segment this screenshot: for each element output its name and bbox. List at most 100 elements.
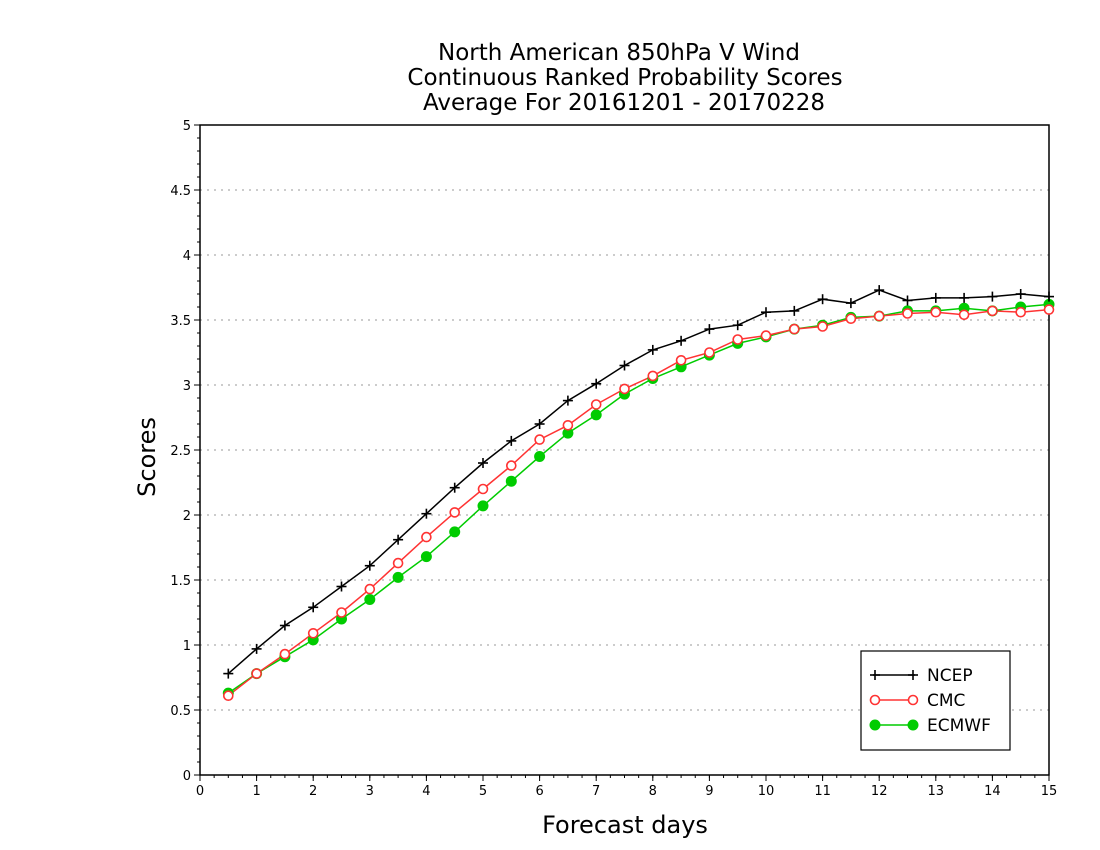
chart-title-line-1: North American 850hPa V Wind	[438, 40, 800, 66]
data-point-ncep	[308, 602, 319, 613]
data-point-ncep	[732, 320, 743, 331]
data-point-ncep	[364, 560, 375, 571]
data-point-ncep	[761, 307, 771, 318]
data-point-cmc	[675, 354, 687, 366]
data-point-cmc	[930, 306, 942, 318]
x-tick-label: 4	[422, 784, 430, 799]
data-point-ncep	[619, 360, 630, 371]
chart-title-line-2: Continuous Ranked Probability Scores	[407, 65, 842, 91]
data-point-ncep	[930, 292, 941, 303]
data-point-cmc	[562, 419, 574, 431]
chart-title: North American 850hPa V Wind Continuous …	[407, 40, 842, 116]
x-tick-label: 12	[871, 784, 888, 799]
legend: NCEP CMC ECMWF	[860, 650, 1011, 751]
data-point-cmc	[477, 483, 489, 495]
x-tick-label: 0	[196, 784, 204, 799]
data-point-cmc	[223, 690, 234, 702]
x-tick-label: 10	[758, 784, 775, 799]
y-tick-label: 1	[183, 639, 191, 654]
data-point-ncep	[874, 285, 885, 296]
data-point-ncep	[223, 668, 234, 679]
data-point-ncep	[1044, 291, 1054, 302]
data-point-cmc	[845, 313, 857, 325]
data-point-cmc	[505, 460, 517, 471]
y-tick-label: 0	[183, 769, 191, 784]
data-point-ecmwf	[449, 526, 461, 538]
data-point-cmc	[392, 557, 404, 569]
x-tick-label: 3	[366, 784, 374, 799]
y-tick-label: 1.5	[170, 574, 191, 589]
x-tick-label: 13	[928, 784, 945, 799]
data-point-ncep	[393, 534, 404, 545]
data-point-cmc	[958, 309, 970, 321]
legend-label-cmc: CMC	[927, 691, 965, 711]
y-tick-label: 5	[183, 119, 191, 134]
data-point-cmc	[307, 627, 319, 639]
data-point-ecmwf	[505, 475, 517, 487]
data-point-cmc	[279, 648, 291, 660]
legend-item-ecmwf: ECMWF	[869, 716, 991, 736]
data-point-ncep	[506, 435, 517, 446]
x-tick-label: 1	[252, 784, 260, 799]
series-line-ecmwf	[227, 303, 1050, 694]
data-point-cmc	[817, 321, 828, 332]
legend-marker-ecmwf	[869, 719, 881, 731]
data-point-cmc	[647, 370, 659, 382]
legend-marker-ecmwf	[907, 719, 919, 731]
x-tick-label: 5	[479, 784, 487, 799]
data-point-ncep	[845, 298, 856, 309]
legend-marker-cmc	[869, 694, 881, 706]
data-point-cmc	[449, 507, 461, 518]
y-tick-label: 4	[183, 249, 191, 264]
data-point-cmc	[251, 668, 262, 679]
data-point-ncep	[959, 292, 970, 303]
x-tick-label: 6	[535, 784, 543, 799]
x-tick-label: 7	[592, 784, 600, 799]
data-point-cmc	[873, 310, 885, 322]
data-point-ncep	[817, 294, 828, 305]
data-point-ecmwf	[477, 500, 489, 512]
series-line-cmc	[227, 308, 1050, 697]
x-tick-label: 9	[705, 784, 713, 799]
y-tick-label: 3.5	[170, 314, 191, 329]
data-point-ncep	[676, 335, 687, 346]
gridlines	[200, 189, 1049, 711]
data-point-cmc	[987, 305, 998, 317]
data-point-cmc	[421, 531, 432, 543]
x-tick-label: 2	[309, 784, 317, 799]
data-point-cmc	[336, 607, 347, 618]
x-tick-label: 8	[649, 784, 657, 799]
data-point-ncep	[534, 419, 545, 429]
y-tick-label: 2	[183, 509, 191, 524]
data-point-ncep	[591, 378, 602, 389]
data-point-cmc	[534, 434, 545, 445]
data-point-ncep	[336, 581, 347, 592]
data-point-ncep	[647, 344, 658, 355]
data-point-ncep	[478, 458, 488, 468]
data-point-ecmwf	[364, 594, 376, 605]
data-point-ncep	[279, 620, 290, 631]
legend-marker-ncep	[908, 670, 918, 680]
data-point-ncep	[902, 295, 913, 306]
chart-title-line-3: Average For 20161201 - 20170228	[423, 90, 825, 116]
y-tick-label: 4.5	[170, 184, 191, 199]
data-point-ecmwf	[420, 551, 432, 563]
data-point-cmc	[1043, 304, 1055, 315]
legend-marker-cmc	[907, 694, 919, 706]
legend-marker-ncep	[870, 670, 880, 680]
data-point-cmc	[732, 334, 744, 345]
data-point-cmc	[704, 347, 715, 358]
data-point-ncep	[789, 305, 800, 316]
data-point-ncep	[1015, 289, 1026, 299]
data-point-cmc	[364, 583, 376, 595]
data-point-ncep	[449, 482, 460, 493]
x-axis-label: Forecast days	[542, 811, 708, 839]
y-tick-label: 2.5	[170, 444, 191, 459]
legend-box	[860, 650, 1011, 751]
data-point-ncep	[562, 395, 573, 406]
series-layer	[222, 285, 1055, 702]
legend-label-ncep: NCEP	[927, 666, 973, 686]
data-point-ncep	[251, 643, 262, 654]
data-point-ncep	[704, 324, 715, 335]
